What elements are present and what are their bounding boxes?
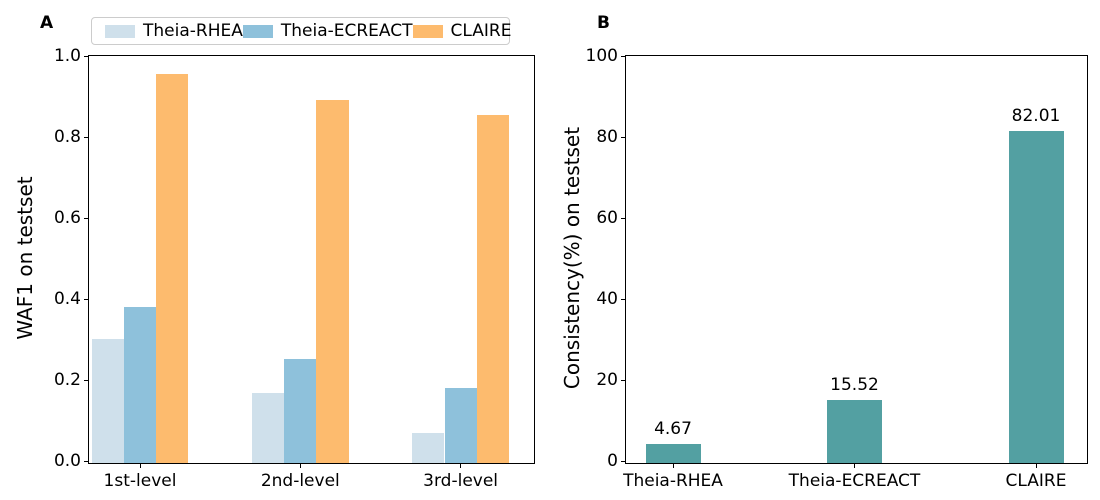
- y-tick-mark: [621, 460, 626, 462]
- legend-swatch-theia-ecreact: [242, 24, 273, 38]
- bar: [316, 99, 349, 463]
- panel-b-plot-area: 0 20 40 60 80 100 Theia-RHEA Theia-ECREACT CLAIR…: [586, 46, 1088, 491]
- legend-label: CLAIRE: [450, 21, 512, 41]
- y-tick-mark: [621, 379, 626, 381]
- bar-value-label: 82.01: [1011, 105, 1061, 126]
- legend-swatch-claire: [412, 24, 443, 38]
- y-tick-label: 0.2: [53, 370, 81, 390]
- x-tick-label: Theia-RHEA: [623, 471, 723, 491]
- bar: [252, 393, 285, 463]
- y-tick-label: 1.0: [53, 46, 81, 66]
- bar: [645, 444, 701, 463]
- y-tick-mark: [84, 298, 89, 300]
- panel-a-plot-area: 0.0 0.2 0.4 0.6 0.8 1.0 1st-level 2nd-level 3rd-…: [54, 46, 535, 491]
- bar: [827, 400, 882, 463]
- x-tick-label: CLAIRE: [1005, 471, 1067, 491]
- legend-swatch-theia-rhea: [105, 24, 135, 38]
- panel-b-ylabel: Consistency(%) on testset: [560, 126, 584, 390]
- y-tick-mark: [621, 55, 626, 57]
- bar: [444, 388, 477, 463]
- y-tick-label: 0.4: [53, 289, 81, 309]
- x-tick-mark: [460, 463, 462, 468]
- y-tick-label: 0.6: [53, 208, 81, 228]
- bar: [123, 307, 157, 463]
- panel-b-title: B: [597, 13, 610, 33]
- x-tick-mark: [854, 463, 855, 468]
- panel-a-ylabel: WAF1 on testset: [13, 176, 37, 340]
- bar-value-label: 4.67: [654, 419, 692, 440]
- y-tick-mark: [84, 136, 89, 138]
- legend-item-1: Theia-ECREACT: [242, 21, 413, 41]
- legend-label: Theia-ECREACT: [280, 21, 413, 41]
- bar-value-label: 15.52: [830, 375, 879, 396]
- y-tick-mark: [84, 379, 89, 381]
- y-tick-mark: [84, 460, 89, 462]
- x-tick-mark: [672, 463, 674, 468]
- bar: [412, 433, 445, 463]
- legend-label: Theia-RHEA: [143, 21, 243, 41]
- bar: [156, 74, 189, 463]
- y-tick-label: 20: [596, 370, 618, 390]
- x-tick-mark: [299, 463, 301, 468]
- y-tick-label: 40: [596, 289, 618, 309]
- x-tick-label: 2nd-level: [260, 471, 340, 491]
- y-tick-mark: [84, 55, 89, 57]
- legend-item-2: CLAIRE: [412, 21, 512, 41]
- x-tick-mark: [139, 463, 141, 468]
- legend: Theia-RHEA Theia-ECREACT CLAIRE: [91, 17, 512, 45]
- panel-a-title: A: [40, 13, 54, 33]
- y-tick-label: 100: [585, 46, 618, 66]
- y-tick-label: 60: [596, 208, 618, 228]
- x-tick-label: 3rd-level: [423, 471, 499, 491]
- y-tick-label: 0.8: [53, 127, 81, 147]
- y-tick-mark: [621, 298, 626, 300]
- x-tick-label: Theia-ECREACT: [788, 471, 921, 491]
- y-tick-label: 0: [607, 451, 618, 471]
- legend-item-0: Theia-RHEA: [105, 21, 243, 41]
- bar: [284, 358, 317, 463]
- bar: [91, 339, 124, 463]
- y-tick-label: 0.0: [53, 451, 81, 471]
- bar: [476, 114, 509, 463]
- x-tick-mark: [1035, 463, 1037, 468]
- y-tick-mark: [84, 217, 89, 219]
- y-tick-mark: [621, 217, 626, 219]
- y-tick-mark: [621, 136, 626, 138]
- y-tick-label: 80: [596, 127, 618, 147]
- x-tick-label: 1st-level: [103, 471, 177, 491]
- bar: [1008, 130, 1064, 463]
